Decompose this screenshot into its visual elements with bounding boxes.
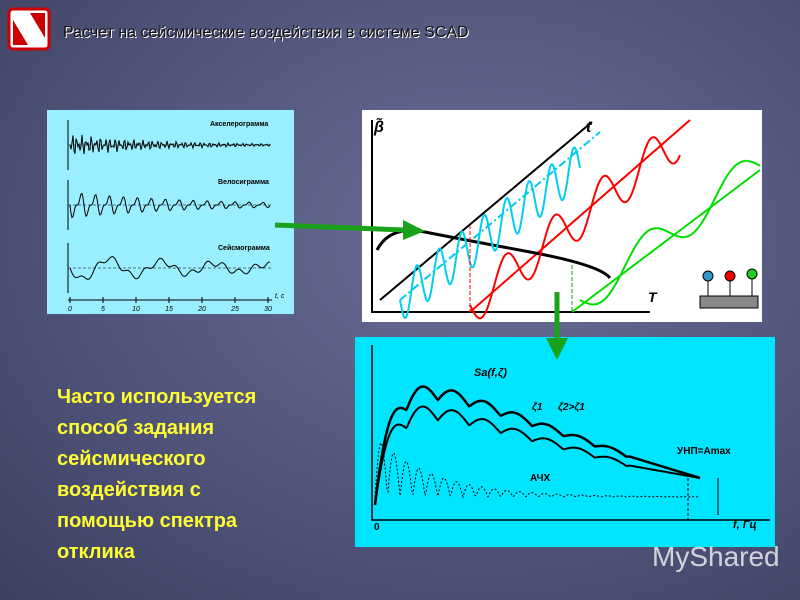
curve-label: УНП=Amax xyxy=(677,446,731,457)
device-base xyxy=(699,295,759,309)
slide-title: Расчет на сейсмические воздействия в сис… xyxy=(63,24,469,41)
afc xyxy=(374,441,701,499)
axis-label: t, c xyxy=(275,293,285,300)
panel-transform xyxy=(362,110,762,322)
arrow-head xyxy=(546,338,568,360)
wave xyxy=(399,146,581,320)
tick-label: 25 xyxy=(230,306,239,313)
curve-label: АЧХ xyxy=(530,473,550,484)
trace xyxy=(69,256,271,280)
body-line: сейсмического xyxy=(57,448,206,470)
body-line: воздействия с xyxy=(57,479,201,501)
logo-mark xyxy=(13,13,45,45)
axis-label: β̃ xyxy=(373,116,384,136)
panel-seismograms xyxy=(47,110,294,314)
diagonal xyxy=(571,169,761,313)
trace-label: Сейсмограмма xyxy=(218,244,270,252)
curve-label: Sa(f,ζ) xyxy=(474,367,507,379)
watermark: MyShared xyxy=(652,541,780,572)
device-mass xyxy=(702,270,714,282)
tick-label: 10 xyxy=(132,306,140,313)
curve-label: ζ1 xyxy=(532,402,543,413)
axis-label: T xyxy=(648,289,658,305)
spectrum xyxy=(374,405,701,506)
body-line: отклика xyxy=(57,541,135,563)
body-text: Часто используется способ задания сейсмиче… xyxy=(57,382,256,568)
trace-label: Акселерограмма xyxy=(210,121,268,128)
axis-label: t xyxy=(586,119,592,136)
arrow xyxy=(274,222,406,233)
panel-spectrum xyxy=(355,337,775,547)
tick-label: 15 xyxy=(165,306,173,313)
device-mass xyxy=(746,268,758,280)
body-line: способ задания xyxy=(57,417,215,439)
curve-label: ζ2>ζ1 xyxy=(558,402,585,413)
tick-label: 30 xyxy=(264,306,272,313)
origin-label: 0 xyxy=(374,522,380,533)
tick-label: 5 xyxy=(101,306,105,313)
wave xyxy=(579,159,761,306)
diagonal xyxy=(469,119,691,313)
axis-label: f, Гц xyxy=(733,519,757,531)
body-line: помощью спектра xyxy=(57,510,238,532)
wave xyxy=(469,136,681,320)
title-shadow: Расчет на сейсмические воздействия в сис… xyxy=(64,25,470,42)
axes xyxy=(371,345,770,521)
arrow-head xyxy=(403,220,425,240)
device-mass xyxy=(724,270,736,282)
body-line: Часто используется xyxy=(57,386,257,408)
trace-label: Велосиграмма xyxy=(218,179,269,186)
tick-label: 0 xyxy=(68,306,72,313)
trace xyxy=(69,134,271,154)
spectrum xyxy=(373,385,701,506)
tick-label: 20 xyxy=(197,306,206,313)
trace xyxy=(69,192,271,219)
